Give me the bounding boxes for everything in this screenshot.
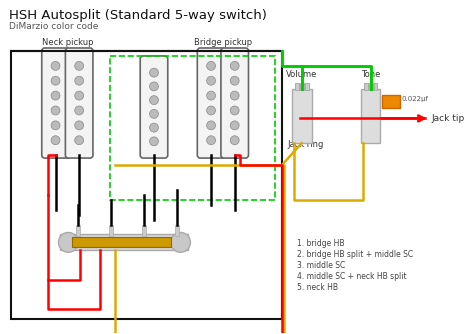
Text: DiMarzio color code: DiMarzio color code (9, 22, 99, 31)
Text: 2. bridge HB split + middle SC: 2. bridge HB split + middle SC (297, 250, 413, 259)
Circle shape (75, 136, 83, 145)
Bar (305, 83, 309, 90)
Bar (61, 234, 189, 250)
Text: 1. bridge HB: 1. bridge HB (297, 239, 344, 248)
Circle shape (75, 121, 83, 130)
Bar (11, 51, 282, 319)
Text: 3. middle SC: 3. middle SC (297, 261, 345, 270)
Text: 0.022μf: 0.022μf (401, 96, 428, 102)
Circle shape (207, 76, 216, 85)
Circle shape (207, 61, 216, 70)
Circle shape (171, 232, 191, 252)
Circle shape (58, 232, 78, 252)
Text: HSH Autosplit (Standard 5-way switch): HSH Autosplit (Standard 5-way switch) (9, 9, 267, 22)
FancyBboxPatch shape (197, 48, 225, 158)
FancyBboxPatch shape (42, 48, 69, 158)
Text: Jack tip: Jack tip (432, 114, 465, 123)
Text: 5. neck HB: 5. neck HB (297, 283, 338, 292)
Circle shape (150, 96, 158, 105)
Circle shape (75, 91, 83, 100)
Circle shape (75, 76, 83, 85)
Bar (383, 95, 400, 109)
Circle shape (51, 91, 60, 100)
Circle shape (207, 121, 216, 130)
Circle shape (207, 136, 216, 145)
Bar (295, 83, 299, 90)
FancyBboxPatch shape (221, 48, 248, 158)
Circle shape (230, 106, 239, 115)
Bar (109, 56, 275, 200)
Bar (364, 83, 368, 90)
Circle shape (207, 106, 216, 115)
Circle shape (150, 137, 158, 146)
Circle shape (51, 136, 60, 145)
Text: Jack ring: Jack ring (287, 140, 324, 149)
Circle shape (207, 91, 216, 100)
Circle shape (230, 136, 239, 145)
Circle shape (230, 121, 239, 130)
Bar (174, 224, 179, 236)
Circle shape (150, 123, 158, 132)
Bar (369, 83, 373, 90)
Bar (374, 83, 377, 90)
FancyBboxPatch shape (140, 56, 168, 158)
Text: Tone: Tone (361, 70, 380, 79)
Bar (292, 89, 311, 143)
Circle shape (150, 110, 158, 118)
Circle shape (150, 82, 158, 91)
Circle shape (75, 61, 83, 70)
Text: Neck pickup: Neck pickup (42, 38, 93, 47)
Text: Volume: Volume (286, 70, 318, 79)
Text: 4. middle SC + neck HB split: 4. middle SC + neck HB split (297, 272, 406, 281)
Circle shape (230, 76, 239, 85)
Bar (142, 224, 146, 236)
Bar (76, 224, 80, 236)
Circle shape (51, 76, 60, 85)
Bar (361, 89, 381, 143)
Circle shape (51, 106, 60, 115)
Bar (109, 224, 113, 236)
Bar (300, 83, 304, 90)
FancyBboxPatch shape (65, 48, 93, 158)
Circle shape (150, 68, 158, 77)
Text: Bridge pickup: Bridge pickup (194, 38, 252, 47)
Circle shape (230, 91, 239, 100)
Circle shape (51, 61, 60, 70)
Bar (72, 237, 171, 247)
Circle shape (51, 121, 60, 130)
Circle shape (75, 106, 83, 115)
Circle shape (230, 61, 239, 70)
